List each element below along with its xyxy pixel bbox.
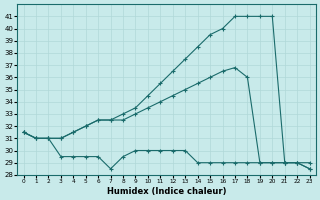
X-axis label: Humidex (Indice chaleur): Humidex (Indice chaleur) (107, 187, 226, 196)
